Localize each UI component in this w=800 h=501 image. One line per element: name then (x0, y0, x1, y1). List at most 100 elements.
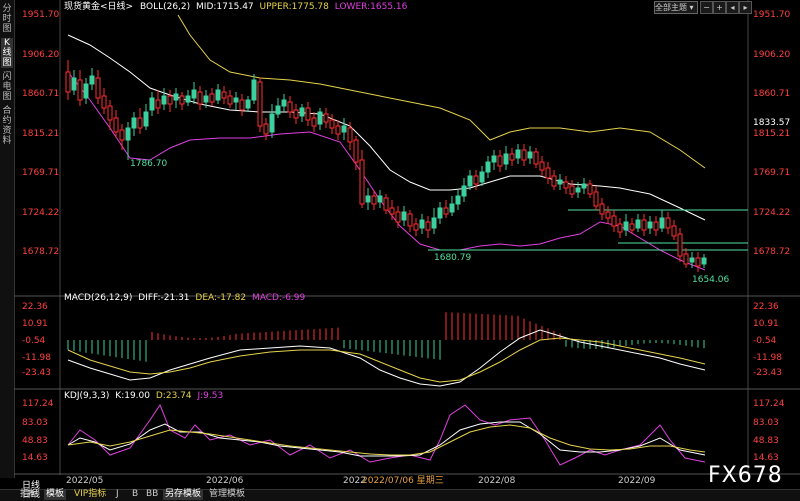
candle-body (263, 123, 269, 135)
tab-lightning[interactable]: 闪电图 (2, 72, 12, 102)
candle-body (623, 221, 629, 231)
price-tick-right: 1951.70 (753, 10, 791, 20)
candle-body (365, 195, 371, 203)
candle-body (611, 215, 617, 227)
tab-b[interactable]: B (132, 489, 139, 499)
candle-body (311, 117, 317, 127)
manage-template-button[interactable]: 管理模板 (209, 489, 246, 499)
daily-label-box: 日线 (0, 478, 60, 491)
candle-body (701, 257, 707, 265)
kdj-tick-left: 83.03 (22, 418, 48, 428)
candle-body (491, 155, 497, 163)
macd-params: MACD(26,12,9) (64, 293, 133, 303)
candle-body (407, 213, 413, 227)
tab-template[interactable]: 模板 (44, 489, 67, 500)
candle-body (341, 125, 347, 133)
macd-tick-right: 22.36 (753, 302, 779, 312)
candle-body (413, 223, 419, 231)
candle-body (197, 91, 203, 105)
candle-body (89, 75, 95, 85)
candle-body (275, 105, 281, 115)
next-button[interactable]: ▸ (739, 1, 752, 14)
macd-tick-right: 10.91 (753, 319, 779, 329)
zoom-in-button[interactable]: + (713, 1, 726, 14)
tab-contract-info[interactable]: 合约资料 (2, 106, 12, 146)
candle-body (71, 77, 77, 91)
kdj-header: KDJ(9,3,3) K:19.00 D:23.74 J:9.53 (64, 391, 223, 402)
boll-mid-value: MID:1715.47 (196, 2, 254, 12)
candle-body (605, 211, 611, 219)
main-header: 现货黄金<日线> BOLL(26,2) MID:1715.47 UPPER:17… (64, 2, 407, 13)
boll-mid-line (67, 34, 706, 221)
candle-body (209, 93, 215, 103)
candle-body (509, 153, 515, 161)
candle-body (107, 105, 113, 121)
macd-tick-right: -0.54 (753, 336, 777, 346)
tab-vip-indicator[interactable]: VIP指标 (74, 489, 107, 499)
candle-body (497, 155, 503, 167)
candle-body (581, 183, 587, 189)
period-label: 日线 (22, 481, 41, 491)
candle-body (191, 89, 197, 99)
price-tick-left: 1724.22 (22, 208, 60, 218)
candle-body (647, 221, 653, 229)
prev-button[interactable]: ◂ (726, 1, 739, 14)
price-tick-right: 1678.72 (753, 247, 791, 257)
candle-body (671, 225, 677, 237)
candle-body (557, 179, 563, 185)
price-tick-left: 1815.21 (22, 129, 60, 139)
candle-body (251, 79, 257, 101)
macd-tick-right: -11.98 (753, 353, 783, 363)
candle-body (653, 221, 659, 231)
price-tick-left: 1906.20 (22, 50, 60, 60)
macd-tick-left: 22.36 (22, 302, 48, 312)
candle-body (155, 99, 161, 109)
candle-body (479, 171, 485, 183)
candle-body (641, 219, 647, 231)
theme-select[interactable]: 全部主题 ▾ (654, 1, 698, 14)
tab-daily[interactable]: 日线 (22, 490, 41, 500)
save-template-button[interactable]: 另存模板 (163, 489, 204, 500)
candle-body (467, 175, 473, 187)
tab-timeshare[interactable]: 分时图 (2, 4, 12, 34)
bottom-tab-row: 指标 模板 VIP指标 J B BB 另存模板 管理模板 (0, 489, 800, 500)
macd-tick-left: -23.43 (22, 368, 52, 378)
price-tick-right: 1860.71 (753, 89, 791, 99)
boll-upper-line (177, 14, 706, 169)
zoom-out-button[interactable]: − (700, 1, 713, 14)
candle-body (455, 195, 461, 205)
candle-body (125, 127, 131, 141)
tab-kline[interactable]: K线图 (1, 38, 13, 68)
x-tick: 2022/05 (66, 476, 104, 486)
candle-body (665, 217, 671, 229)
kdj-tick-left: 117.24 (22, 399, 54, 409)
candle-body (503, 153, 509, 165)
tab-j[interactable]: J (116, 489, 119, 499)
boll-lower-value: LOWER:1655.16 (334, 2, 408, 12)
candle-body (215, 89, 221, 101)
candle-body (473, 175, 479, 185)
price-tick-left: 1860.71 (22, 89, 60, 99)
candle-body (569, 185, 575, 195)
low-annotation-1786: 1786.70 (130, 159, 168, 169)
candle-body (485, 161, 491, 173)
macd-diff-value: DIFF:-21.31 (138, 293, 190, 303)
candle-body (431, 217, 437, 229)
candle-body (695, 257, 701, 267)
price-tick-left: 1678.72 (22, 247, 60, 257)
candle-body (401, 211, 407, 221)
candle-body (521, 149, 527, 161)
current-price-label: 1833.57 (753, 118, 791, 128)
kdj-k-line (67, 421, 706, 457)
macd-header: MACD(26,12,9) DIFF:-21.31 DEA:-17.82 MAC… (64, 293, 305, 304)
kdj-tick-right: 48.83 (753, 436, 779, 446)
candle-body (101, 95, 107, 109)
macd-diff-line (67, 329, 706, 387)
kdj-k-value: K:19.00 (115, 391, 150, 401)
candle-body (461, 185, 467, 197)
tab-bb[interactable]: BB (146, 489, 159, 499)
tab-indicator[interactable]: 指标 (20, 489, 39, 499)
candle-body (317, 111, 323, 125)
candle-body (323, 113, 329, 123)
